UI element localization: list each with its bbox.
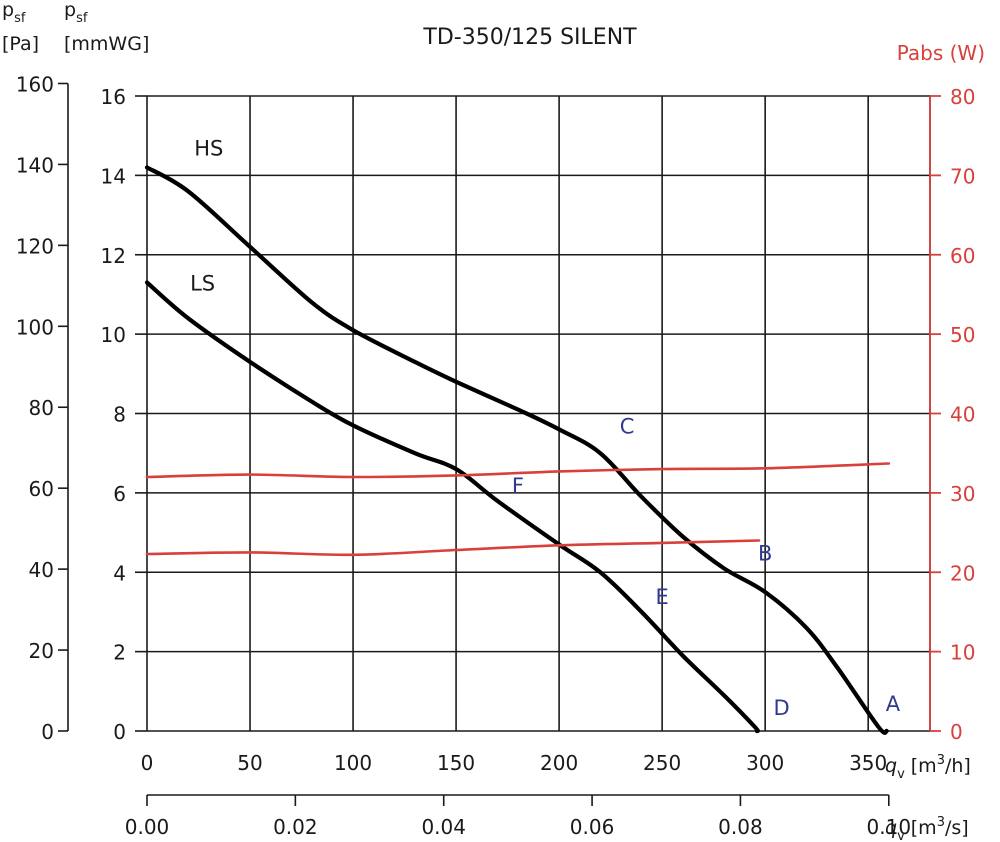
- y-right-tick-label: 80: [950, 85, 975, 109]
- y-left-pa-unit: [Pa]: [2, 33, 39, 55]
- x-tick-label: 0: [141, 751, 154, 775]
- y-left-mmwg-label: psf: [64, 0, 88, 26]
- y-mmwg-tick-label: 14: [101, 164, 126, 188]
- curve-label: LS: [190, 271, 215, 295]
- chart-title: TD-350/125 SILENT: [422, 25, 637, 50]
- y-pa-tick-label: 80: [29, 396, 54, 420]
- y-left-mmwg-unit: [mmWG]: [64, 33, 149, 55]
- y-right-tick-label: 30: [950, 482, 975, 506]
- y-pa-tick-label: 160: [16, 72, 54, 96]
- x-tick-label: 250: [643, 751, 681, 775]
- y-mmwg-tick-label: 2: [113, 641, 126, 665]
- x-secondary-tick-label: 0.08: [718, 815, 763, 839]
- annotations: HS LS A B C D E F: [190, 137, 901, 721]
- operating-point-label: F: [512, 474, 524, 498]
- x-primary-label: qv [m3/h]: [885, 753, 971, 782]
- x-secondary-label: qv [m3/s]: [885, 815, 969, 842]
- y-pa-tick-label: 60: [29, 477, 54, 501]
- y-mmwg-tick-label: 12: [101, 244, 126, 268]
- y-right-tick-label: 20: [950, 561, 975, 585]
- y-mmwg-tick-label: 0: [113, 720, 126, 744]
- y-pa-tick-label: 140: [16, 153, 54, 177]
- curve-label: HS: [194, 137, 223, 161]
- x-tick-label: 200: [540, 751, 578, 775]
- axes: 0 50 100 150 200 250 300 3500246810121416020406…: [16, 72, 976, 839]
- series-line-ls: [144, 280, 760, 734]
- x-secondary-tick-label: 0.04: [421, 815, 466, 839]
- series-line-hs: [144, 165, 889, 735]
- y-pa-tick-label: 20: [29, 639, 54, 663]
- y-pa-tick-label: 40: [29, 558, 54, 582]
- x-tick-label: 150: [437, 751, 475, 775]
- x-tick-label: 100: [334, 751, 372, 775]
- series-line-ls-power: [145, 539, 761, 557]
- y-right-label: Pabs (W): [897, 41, 985, 65]
- y-right-tick-label: 70: [950, 164, 975, 188]
- series: [144, 165, 891, 735]
- x-secondary-tick-label: 0.02: [273, 815, 318, 839]
- x-tick-label: 350: [849, 751, 887, 775]
- x-tick-label: 300: [746, 751, 784, 775]
- y-right-tick-label: 10: [950, 641, 975, 665]
- y-left-pa-label: psf: [2, 0, 26, 26]
- x-tick-label: 50: [237, 751, 262, 775]
- y-mmwg-tick-label: 4: [113, 561, 126, 585]
- operating-point-label: A: [886, 692, 901, 716]
- y-mmwg-tick-label: 10: [101, 323, 126, 347]
- y-right-tick-label: 0: [950, 720, 963, 744]
- y-mmwg-tick-label: 6: [113, 482, 126, 506]
- x-secondary-tick-label: 0.10: [867, 815, 912, 839]
- y-pa-tick-label: 100: [16, 315, 54, 339]
- y-pa-tick-label: 120: [16, 234, 54, 258]
- x-secondary-tick-label: 0.00: [125, 815, 170, 839]
- operating-point-label: D: [774, 696, 790, 720]
- x-secondary-tick-label: 0.06: [570, 815, 615, 839]
- y-pa-tick-label: 0: [41, 720, 54, 744]
- y-right-tick-label: 50: [950, 323, 975, 347]
- operating-point-label: C: [620, 414, 635, 438]
- operating-point-label: E: [655, 585, 668, 609]
- y-right-tick-label: 60: [950, 244, 975, 268]
- y-mmwg-tick-label: 16: [101, 85, 126, 109]
- y-right-tick-label: 40: [950, 403, 975, 427]
- series-line-hs-power: [145, 462, 891, 479]
- y-mmwg-tick-label: 8: [113, 403, 126, 427]
- operating-point-label: B: [758, 541, 772, 565]
